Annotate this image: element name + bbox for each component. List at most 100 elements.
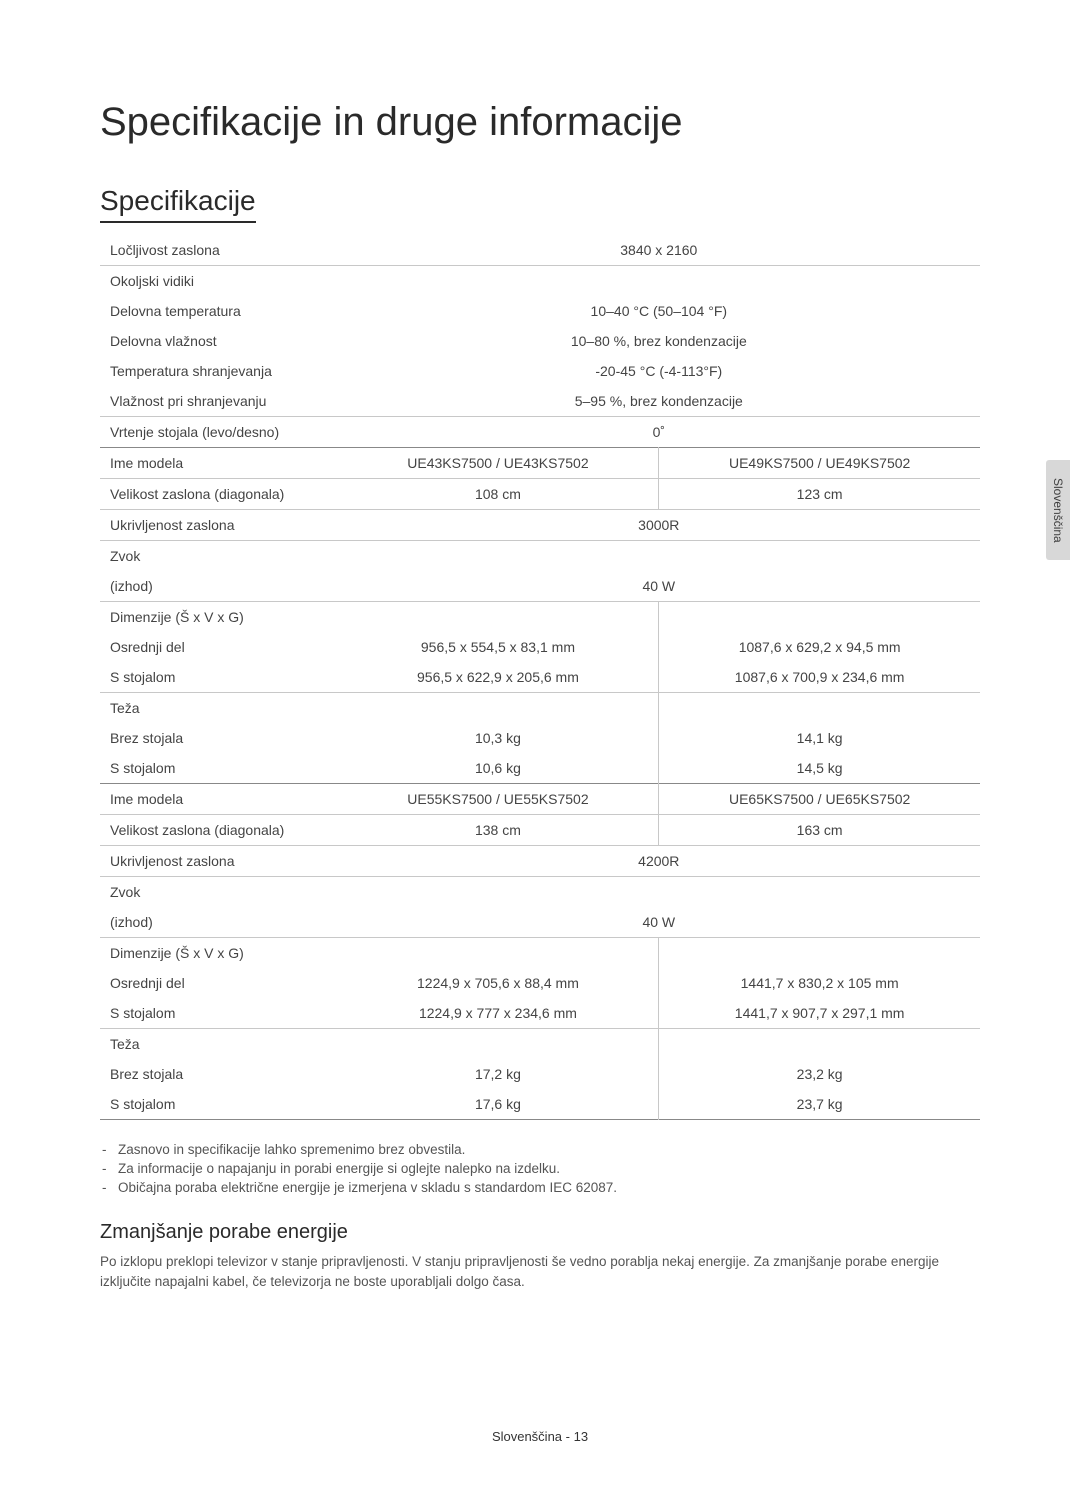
spec-value-col2: UE49KS7500 / UE49KS7502: [659, 448, 980, 479]
note-item: Za informacije o napajanju in porabi ene…: [100, 1161, 980, 1176]
spec-value-col1: 956,5 x 554,5 x 83,1 mm: [338, 632, 659, 662]
spec-label: Zvok: [100, 541, 338, 572]
spec-value-col1: UE55KS7500 / UE55KS7502: [338, 784, 659, 815]
table-row: Okoljski vidiki: [100, 266, 980, 297]
spec-value-col2: [659, 602, 980, 633]
spec-value-col1: [338, 938, 659, 969]
spec-table: Ločljivost zaslona3840 x 2160Okoljski vi…: [100, 235, 980, 1120]
spec-value-col2: 1441,7 x 830,2 x 105 mm: [659, 968, 980, 998]
spec-label: Ukrivljenost zaslona: [100, 510, 338, 541]
spec-value: -20-45 °C (-4-113°F): [338, 356, 980, 386]
spec-value-col2: [659, 1029, 980, 1060]
table-row: S stojalom956,5 x 622,9 x 205,6 mm1087,6…: [100, 662, 980, 693]
table-row: Dimenzije (Š x V x G): [100, 602, 980, 633]
spec-value-col1: 10,3 kg: [338, 723, 659, 753]
spec-label: Osrednji del: [100, 968, 338, 998]
spec-value: [338, 877, 980, 908]
language-tab: Slovenščina: [1046, 460, 1070, 560]
spec-value-col1: 956,5 x 622,9 x 205,6 mm: [338, 662, 659, 693]
table-row: Dimenzije (Š x V x G): [100, 938, 980, 969]
table-row: Ime modelaUE55KS7500 / UE55KS7502UE65KS7…: [100, 784, 980, 815]
table-row: Osrednji del956,5 x 554,5 x 83,1 mm1087,…: [100, 632, 980, 662]
spec-label: S stojalom: [100, 998, 338, 1029]
spec-label: Delovna temperatura: [100, 296, 338, 326]
spec-label: Ukrivljenost zaslona: [100, 846, 338, 877]
table-row: Ime modelaUE43KS7500 / UE43KS7502UE49KS7…: [100, 448, 980, 479]
language-tab-label: Slovenščina: [1051, 478, 1065, 543]
spec-value: 0˚: [338, 417, 980, 448]
spec-value: [338, 266, 980, 297]
section-title-specifications: Specifikacije: [100, 185, 256, 223]
spec-label: Okoljski vidiki: [100, 266, 338, 297]
spec-value: 5–95 %, brez kondenzacije: [338, 386, 980, 417]
table-row: Delovna temperatura10–40 °C (50–104 °F): [100, 296, 980, 326]
spec-value: 10–80 %, brez kondenzacije: [338, 326, 980, 356]
spec-label: Dimenzije (Š x V x G): [100, 602, 338, 633]
spec-label: Ime modela: [100, 784, 338, 815]
spec-label: Vlažnost pri shranjevanju: [100, 386, 338, 417]
spec-value-col2: UE65KS7500 / UE65KS7502: [659, 784, 980, 815]
spec-label: Delovna vlažnost: [100, 326, 338, 356]
spec-value-col2: 14,5 kg: [659, 753, 980, 784]
spec-label: (izhod): [100, 907, 338, 938]
table-row: S stojalom10,6 kg14,5 kg: [100, 753, 980, 784]
spec-value-col2: 23,7 kg: [659, 1089, 980, 1120]
table-row: Brez stojala10,3 kg14,1 kg: [100, 723, 980, 753]
spec-label: (izhod): [100, 571, 338, 602]
table-row: S stojalom17,6 kg23,7 kg: [100, 1089, 980, 1120]
table-row: Zvok: [100, 877, 980, 908]
table-row: Ukrivljenost zaslona4200R: [100, 846, 980, 877]
spec-value-col2: 1087,6 x 629,2 x 94,5 mm: [659, 632, 980, 662]
spec-label: S stojalom: [100, 662, 338, 693]
spec-value-col1: 108 cm: [338, 479, 659, 510]
spec-value: 4200R: [338, 846, 980, 877]
spec-label: Teža: [100, 1029, 338, 1060]
spec-label: Velikost zaslona (diagonala): [100, 479, 338, 510]
table-row: Temperatura shranjevanja-20-45 °C (-4-11…: [100, 356, 980, 386]
spec-label: Osrednji del: [100, 632, 338, 662]
spec-value: 3840 x 2160: [338, 235, 980, 266]
table-row: (izhod)40 W: [100, 907, 980, 938]
table-row: Brez stojala17,2 kg23,2 kg: [100, 1059, 980, 1089]
subsection-title-energy: Zmanjšanje porabe energije: [100, 1221, 980, 1244]
spec-label: Velikost zaslona (diagonala): [100, 815, 338, 846]
spec-value-col1: 1224,9 x 705,6 x 88,4 mm: [338, 968, 659, 998]
table-row: Vrtenje stojala (levo/desno)0˚: [100, 417, 980, 448]
table-row: Velikost zaslona (diagonala)138 cm163 cm: [100, 815, 980, 846]
table-row: Delovna vlažnost10–80 %, brez kondenzaci…: [100, 326, 980, 356]
spec-value: 10–40 °C (50–104 °F): [338, 296, 980, 326]
spec-value-col1: 1224,9 x 777 x 234,6 mm: [338, 998, 659, 1029]
page-footer: Slovenščina - 13: [0, 1429, 1080, 1444]
spec-value-col1: 17,2 kg: [338, 1059, 659, 1089]
table-row: Zvok: [100, 541, 980, 572]
table-row: Osrednji del1224,9 x 705,6 x 88,4 mm1441…: [100, 968, 980, 998]
table-row: Ukrivljenost zaslona3000R: [100, 510, 980, 541]
spec-value-col1: [338, 693, 659, 724]
spec-value-col1: 138 cm: [338, 815, 659, 846]
spec-label: Teža: [100, 693, 338, 724]
spec-label: S stojalom: [100, 1089, 338, 1120]
table-row: S stojalom1224,9 x 777 x 234,6 mm1441,7 …: [100, 998, 980, 1029]
spec-value: [338, 541, 980, 572]
spec-value-col2: 163 cm: [659, 815, 980, 846]
spec-label: Ločljivost zaslona: [100, 235, 338, 266]
note-item: Običajna poraba električne energije je i…: [100, 1180, 980, 1195]
note-item: Zasnovo in specifikacije lahko spremenim…: [100, 1142, 980, 1157]
spec-value: 40 W: [338, 907, 980, 938]
spec-value-col2: [659, 693, 980, 724]
spec-label: S stojalom: [100, 753, 338, 784]
spec-value-col2: [659, 938, 980, 969]
spec-value-col2: 14,1 kg: [659, 723, 980, 753]
spec-value-col1: [338, 1029, 659, 1060]
spec-value-col1: 10,6 kg: [338, 753, 659, 784]
spec-label: Vrtenje stojala (levo/desno): [100, 417, 338, 448]
table-row: Teža: [100, 693, 980, 724]
notes-list: Zasnovo in specifikacije lahko spremenim…: [100, 1142, 980, 1195]
table-row: Teža: [100, 1029, 980, 1060]
table-row: Vlažnost pri shranjevanju5–95 %, brez ko…: [100, 386, 980, 417]
spec-label: Temperatura shranjevanja: [100, 356, 338, 386]
table-row: Velikost zaslona (diagonala)108 cm123 cm: [100, 479, 980, 510]
spec-value: 3000R: [338, 510, 980, 541]
subsection-body-energy: Po izklopu preklopi televizor v stanje p…: [100, 1252, 980, 1293]
spec-value-col1: UE43KS7500 / UE43KS7502: [338, 448, 659, 479]
